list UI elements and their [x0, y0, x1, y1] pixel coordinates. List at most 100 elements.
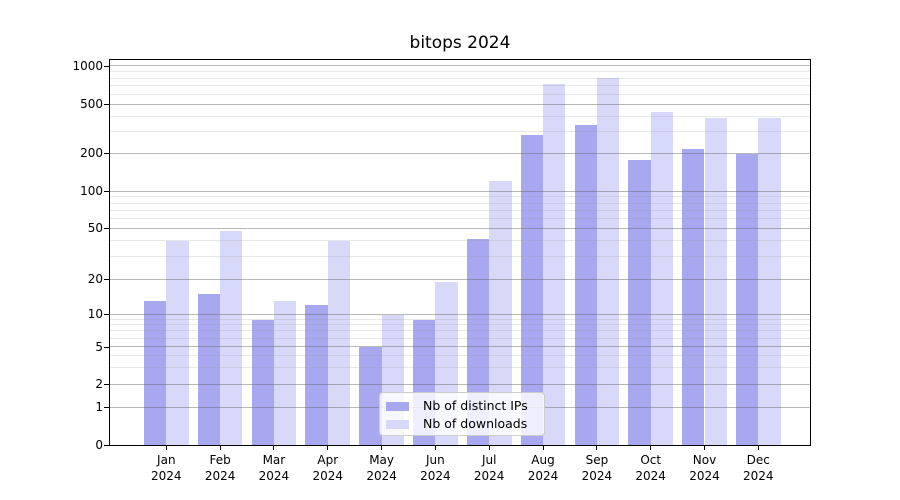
legend: Nb of distinct IPs Nb of downloads	[379, 392, 545, 436]
bar-apr-distinct-ips	[305, 305, 328, 445]
x-tick-mark-jun	[434, 446, 436, 450]
gridline-700	[110, 85, 810, 87]
chart-title: bitops 2024	[409, 33, 511, 53]
y-tick-label-2: 2	[95, 377, 103, 392]
y-tick-label-500: 500	[80, 97, 103, 112]
x-tick-mark-sep	[596, 446, 598, 450]
bar-sep-distinct-ips	[574, 125, 597, 445]
y-tick-label-0: 0	[95, 437, 103, 452]
gridline-200	[110, 152, 810, 154]
x-tick-label-jan: Jan 2024	[151, 453, 182, 483]
gridline-7	[110, 330, 810, 332]
gridline-60	[110, 218, 810, 219]
bars-layer	[110, 60, 810, 445]
gridline-80	[110, 202, 810, 204]
gridline-500	[110, 103, 810, 105]
x-tick-label-oct: Oct 2024	[635, 453, 666, 483]
y-tick-label-50: 50	[87, 221, 103, 236]
bar-aug-distinct-ips	[520, 134, 544, 445]
gridline-600	[110, 93, 810, 95]
x-tick-label-nov: Nov 2024	[689, 453, 720, 483]
y-tick-label-20: 20	[87, 272, 103, 287]
gridline-10	[110, 313, 810, 315]
x-tick-mark-nov	[704, 446, 705, 450]
y-tick-mark-1	[104, 407, 109, 409]
y-tick-label-10: 10	[87, 307, 103, 321]
y-tick-mark-5	[104, 346, 109, 348]
gridline-300	[110, 131, 810, 133]
legend-label-distinct-ips: Nb of distinct IPs	[423, 398, 528, 413]
gridline-1000	[110, 65, 810, 67]
bar-feb-downloads	[220, 231, 243, 445]
x-tick-mark-apr	[327, 446, 329, 450]
y-tick-mark-50	[104, 228, 109, 230]
x-tick-label-dec: Dec 2024	[743, 453, 774, 483]
gridline-30	[110, 256, 810, 258]
gridline-100	[110, 190, 810, 192]
y-tick-mark-0	[104, 444, 109, 446]
bar-oct-downloads	[650, 111, 673, 445]
x-tick-label-jun: Jun 2024	[420, 453, 451, 483]
x-tick-label-feb: Feb 2024	[204, 453, 236, 483]
x-tick-mark-jan	[165, 446, 167, 450]
bar-aug-downloads	[543, 84, 566, 445]
y-tick-label-1: 1	[95, 400, 103, 415]
gridline-40	[110, 240, 810, 242]
gridline-400	[110, 115, 810, 117]
bar-jan-downloads	[166, 241, 189, 445]
x-tick-mark-may	[381, 446, 383, 450]
bar-jan-distinct-ips	[144, 301, 167, 445]
grid-layer	[110, 60, 810, 445]
x-tick-label-apr: Apr 2024	[312, 453, 344, 483]
bar-sep-downloads	[596, 77, 620, 445]
bar-oct-distinct-ips	[628, 159, 651, 445]
bar-feb-distinct-ips	[197, 294, 221, 445]
legend-row-downloads: Nb of downloads	[386, 415, 544, 433]
gridline-90	[110, 196, 810, 198]
y-tick-mark-200	[104, 153, 109, 155]
bar-apr-downloads	[327, 241, 351, 445]
bar-mar-distinct-ips	[251, 319, 274, 445]
gridline-9	[110, 318, 810, 320]
bar-dec-distinct-ips	[736, 154, 759, 445]
gridline-5	[110, 346, 810, 348]
y-tick-mark-2	[104, 384, 109, 386]
x-tick-mark-dec	[757, 446, 759, 450]
gridline-8	[110, 324, 810, 325]
x-tick-mark-feb	[219, 446, 221, 450]
x-tick-label-aug: Aug 2024	[527, 453, 559, 483]
legend-swatch-distinct-ips	[386, 401, 409, 411]
legend-label-downloads: Nb of downloads	[423, 416, 528, 431]
y-tick-mark-100	[104, 191, 109, 192]
gridline-4	[110, 355, 810, 357]
bar-nov-distinct-ips	[682, 149, 705, 445]
x-tick-label-may: May 2024	[366, 453, 397, 483]
y-tick-label-1000: 1000	[72, 58, 103, 73]
gridline-800	[110, 77, 810, 79]
gridline-3	[110, 367, 810, 369]
legend-swatch-downloads	[386, 419, 409, 429]
y-tick-mark-20	[104, 279, 109, 281]
gridline-6	[110, 337, 810, 339]
bar-dec-downloads	[758, 118, 781, 445]
bar-may-distinct-ips	[359, 347, 382, 445]
y-tick-label-200: 200	[80, 146, 103, 161]
y-tick-label-5: 5	[95, 339, 103, 354]
x-tick-mark-oct	[650, 446, 652, 450]
x-tick-mark-aug	[542, 446, 544, 450]
y-tick-mark-10	[104, 314, 109, 315]
x-tick-label-sep: Sep 2024	[581, 453, 613, 483]
gridline-70	[110, 209, 810, 211]
x-tick-label-mar: Mar 2024	[258, 453, 290, 483]
y-tick-mark-500	[104, 104, 109, 106]
x-tick-label-jul: Jul 2024	[473, 453, 505, 483]
gridline-2	[110, 383, 810, 385]
gridline-20	[110, 278, 810, 280]
bar-nov-downloads	[704, 118, 727, 445]
x-tick-mark-mar	[273, 446, 275, 450]
bar-jul-downloads	[489, 180, 512, 445]
gridline-900	[110, 71, 810, 73]
gridline-50	[110, 227, 810, 229]
plot-area: Nb of distinct IPs Nb of downloads	[109, 59, 811, 446]
